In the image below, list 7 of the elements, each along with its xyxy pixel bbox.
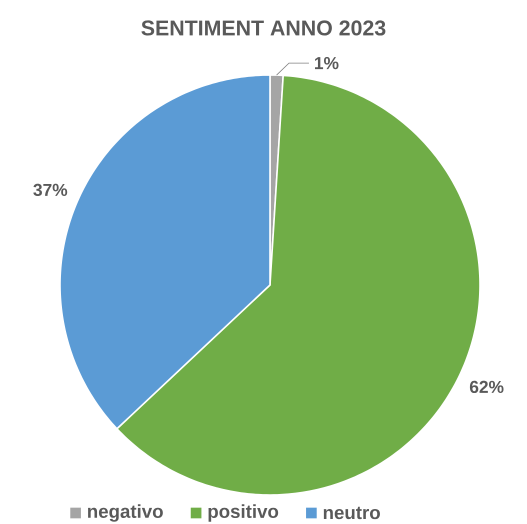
data-label: 37% (33, 184, 68, 196)
legend-label: neutro (324, 506, 380, 520)
chart-title: SENTIMENT ANNO 2023 (141, 20, 386, 36)
legend-label: positivo (208, 504, 278, 522)
data-label: 1% (314, 57, 338, 70)
legend-label: negativo (88, 504, 163, 522)
data-label: 62% (470, 380, 504, 394)
